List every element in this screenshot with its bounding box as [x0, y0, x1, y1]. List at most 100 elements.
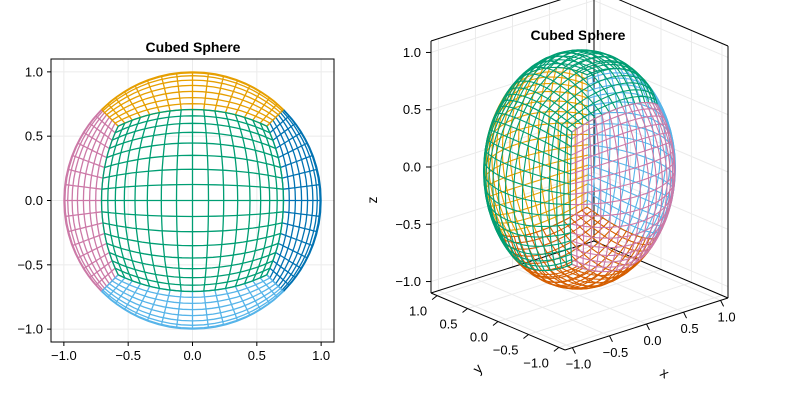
right-mesh-line — [506, 55, 604, 101]
right-mesh-line — [587, 84, 668, 125]
right-chart-title: Cubed Sphere — [531, 27, 626, 43]
left-mesh-line — [266, 109, 284, 127]
left-mesh-line — [83, 131, 110, 150]
right-mesh-line — [570, 170, 676, 206]
left-mesh-lines — [63, 71, 322, 330]
left-mesh-line — [104, 287, 281, 322]
right-mesh-line — [586, 74, 590, 208]
left-mesh-line — [282, 109, 321, 292]
wall-grid-line — [593, 229, 729, 288]
left-mesh-line — [214, 110, 225, 291]
right-mesh-line — [587, 72, 662, 111]
left-mesh-line — [279, 112, 314, 289]
left-mesh-line — [82, 116, 110, 285]
left-mesh-line — [95, 122, 116, 279]
z-axis-label: z — [364, 197, 380, 204]
right-mesh-line — [509, 52, 609, 101]
left-chart-title: Cubed Sphere — [146, 39, 241, 55]
y-tick-mark — [462, 308, 468, 313]
left-mesh-line — [106, 84, 279, 116]
left-xtick-label: −0.5 — [115, 348, 141, 363]
right-mesh-line — [489, 129, 571, 165]
left-mesh-line — [266, 274, 284, 292]
right-mesh-line — [497, 102, 523, 265]
x-axis-label: x — [657, 364, 672, 381]
right-mesh-line — [570, 160, 676, 195]
left-xtick-label: 0.0 — [183, 348, 201, 363]
right-mesh-line — [581, 209, 656, 246]
left-mesh-line — [67, 110, 104, 291]
right-mesh-line — [586, 67, 658, 105]
right-mesh-line — [492, 101, 518, 262]
right-mesh-line — [656, 104, 676, 238]
z-tick-label: 0.0 — [403, 160, 421, 175]
x-tick-label: 1.0 — [718, 309, 736, 324]
left-mesh-line — [104, 154, 281, 169]
right-mesh-line — [570, 150, 674, 185]
left-panel-2d: Cubed Sphere −1.0 −0.5 0.0 0.5 1.0 −1.0 −0.5 0.… — [17, 39, 335, 363]
wall-grid-line — [593, 171, 729, 230]
left-axis-ticks: −1.0 −0.5 0.0 0.5 1.0 −1.0 −0.5 0.0 0.5 1.0 — [17, 64, 330, 363]
x-tick-label: −1.0 — [566, 357, 592, 372]
x-tick-mark — [720, 300, 725, 307]
wall-grid-line — [430, 0, 595, 53]
wall-grid-line — [430, 171, 595, 225]
left-ytick-label: −1.0 — [17, 322, 43, 337]
x-tick-mark — [683, 311, 687, 319]
right-mesh-line — [571, 101, 658, 133]
right-mesh-line — [501, 99, 573, 133]
x-tick-label: −0.5 — [603, 345, 629, 360]
right-mesh-line — [574, 70, 577, 214]
left-mesh-line — [278, 142, 308, 159]
left-mesh-line — [243, 91, 262, 118]
right-mesh-line — [571, 115, 664, 148]
z-tick-label: 1.0 — [403, 45, 421, 60]
left-mesh-line — [259, 122, 278, 279]
right-axis-ticks: −1.0 −0.5 0.0 0.5 1.0 −1.0 −0.5 0.0 0.5 1.0 −1.0 −0… — [395, 45, 735, 372]
left-mesh-line — [64, 109, 103, 292]
axis-frame-edge — [618, 0, 729, 47]
right-panel-3d: Cubed Sphere −1.0 −0.5 0.0 0.5 1.0 −1.0 −0.5 0.… — [364, 0, 736, 381]
right-mesh-lines — [483, 49, 676, 290]
right-mesh-line — [569, 131, 573, 265]
left-ytick-label: −0.5 — [17, 257, 43, 272]
axis-frame-edge — [430, 0, 562, 42]
right-mesh-line — [628, 104, 650, 267]
right-mesh-line — [639, 102, 664, 260]
right-mesh-line — [483, 101, 503, 235]
y-tick-mark — [553, 347, 560, 352]
left-mesh-line — [71, 112, 106, 289]
right-mesh-line — [570, 141, 672, 175]
left-mesh-line — [275, 116, 303, 285]
right-mesh-line — [625, 69, 647, 232]
left-mesh-line — [76, 114, 108, 287]
right-mesh-line — [557, 67, 565, 221]
left-mesh-line — [95, 115, 116, 134]
floor-grid-line — [558, 294, 723, 348]
right-mesh-line — [602, 69, 611, 218]
right-mesh-line — [581, 63, 656, 104]
left-mesh-line — [108, 283, 277, 311]
y-tick-mark — [523, 334, 529, 339]
left-xtick-label: 1.0 — [312, 348, 330, 363]
left-mesh-line — [259, 277, 278, 298]
left-mesh-line — [114, 103, 271, 124]
right-mesh-line — [596, 70, 603, 215]
right-mesh-line — [556, 223, 641, 273]
left-mesh-line — [111, 280, 274, 305]
left-mesh-line — [111, 96, 274, 121]
left-mesh-line — [111, 122, 274, 141]
left-mesh-line — [114, 115, 271, 134]
z-tick-label: −0.5 — [395, 217, 421, 232]
right-mesh-line — [644, 102, 668, 256]
left-mesh-line — [88, 119, 113, 282]
left-ytick-label: 0.0 — [25, 193, 43, 208]
left-mesh-line — [89, 122, 113, 141]
left-mesh-line — [102, 289, 283, 326]
right-mesh-line — [563, 53, 646, 103]
right-mesh-line — [516, 227, 621, 278]
y-tick-mark — [492, 321, 499, 326]
right-mesh-line — [570, 132, 670, 165]
x-tick-label: 0.5 — [681, 321, 699, 336]
